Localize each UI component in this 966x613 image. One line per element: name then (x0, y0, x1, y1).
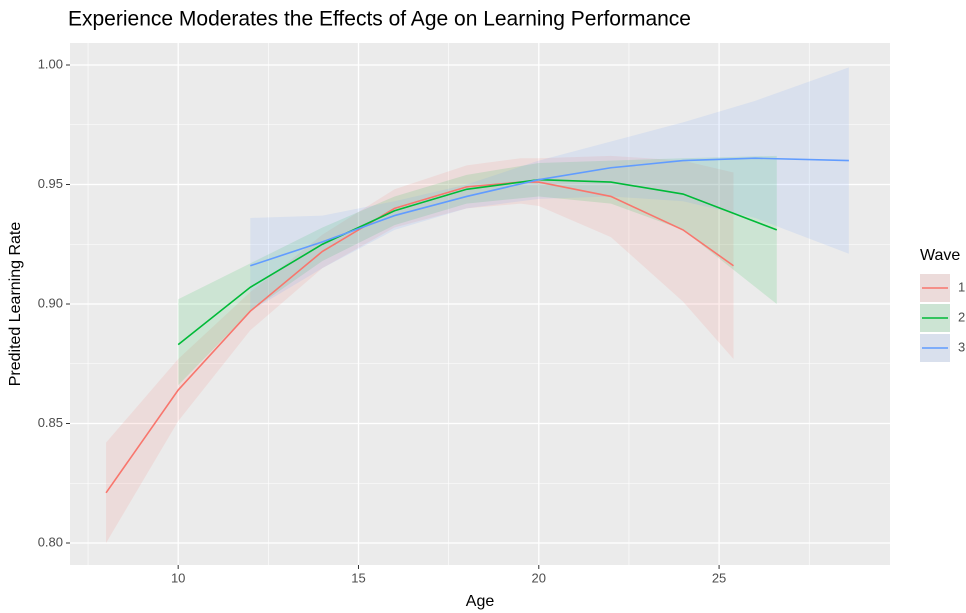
y-tick-label: 0.90 (38, 295, 63, 310)
y-tick-label: 1.00 (38, 56, 63, 71)
legend-label: 1 (958, 279, 965, 294)
axes: 10 15 20 25 0.80 0.85 0.90 0.95 1.00 (38, 56, 727, 585)
x-tick-label: 20 (532, 570, 546, 585)
x-tick-label: 25 (712, 570, 726, 585)
legend-title: Wave (920, 247, 960, 264)
line (250, 157, 849, 267)
y-tick-label: 0.95 (38, 176, 63, 191)
x-tick-label: 10 (171, 570, 185, 585)
legend-label: 2 (958, 309, 965, 324)
line (177, 178, 778, 346)
confidence-band (250, 67, 849, 312)
y-axis-title: Predited Learning Rate (7, 222, 24, 387)
chart-title: Experience Moderates the Effects of Age … (68, 8, 691, 31)
y-tick-label: 0.85 (38, 415, 63, 430)
confidence-band (178, 155, 777, 386)
line (105, 181, 734, 494)
y-tick-label: 0.80 (38, 534, 63, 549)
x-axis-title: Age (466, 593, 495, 610)
x-tick-label: 15 (351, 570, 365, 585)
plot-area (105, 67, 849, 544)
legend: 1 2 3 (920, 274, 965, 362)
grid (70, 43, 890, 565)
confidence-band (106, 155, 734, 544)
legend-label: 3 (958, 339, 965, 354)
